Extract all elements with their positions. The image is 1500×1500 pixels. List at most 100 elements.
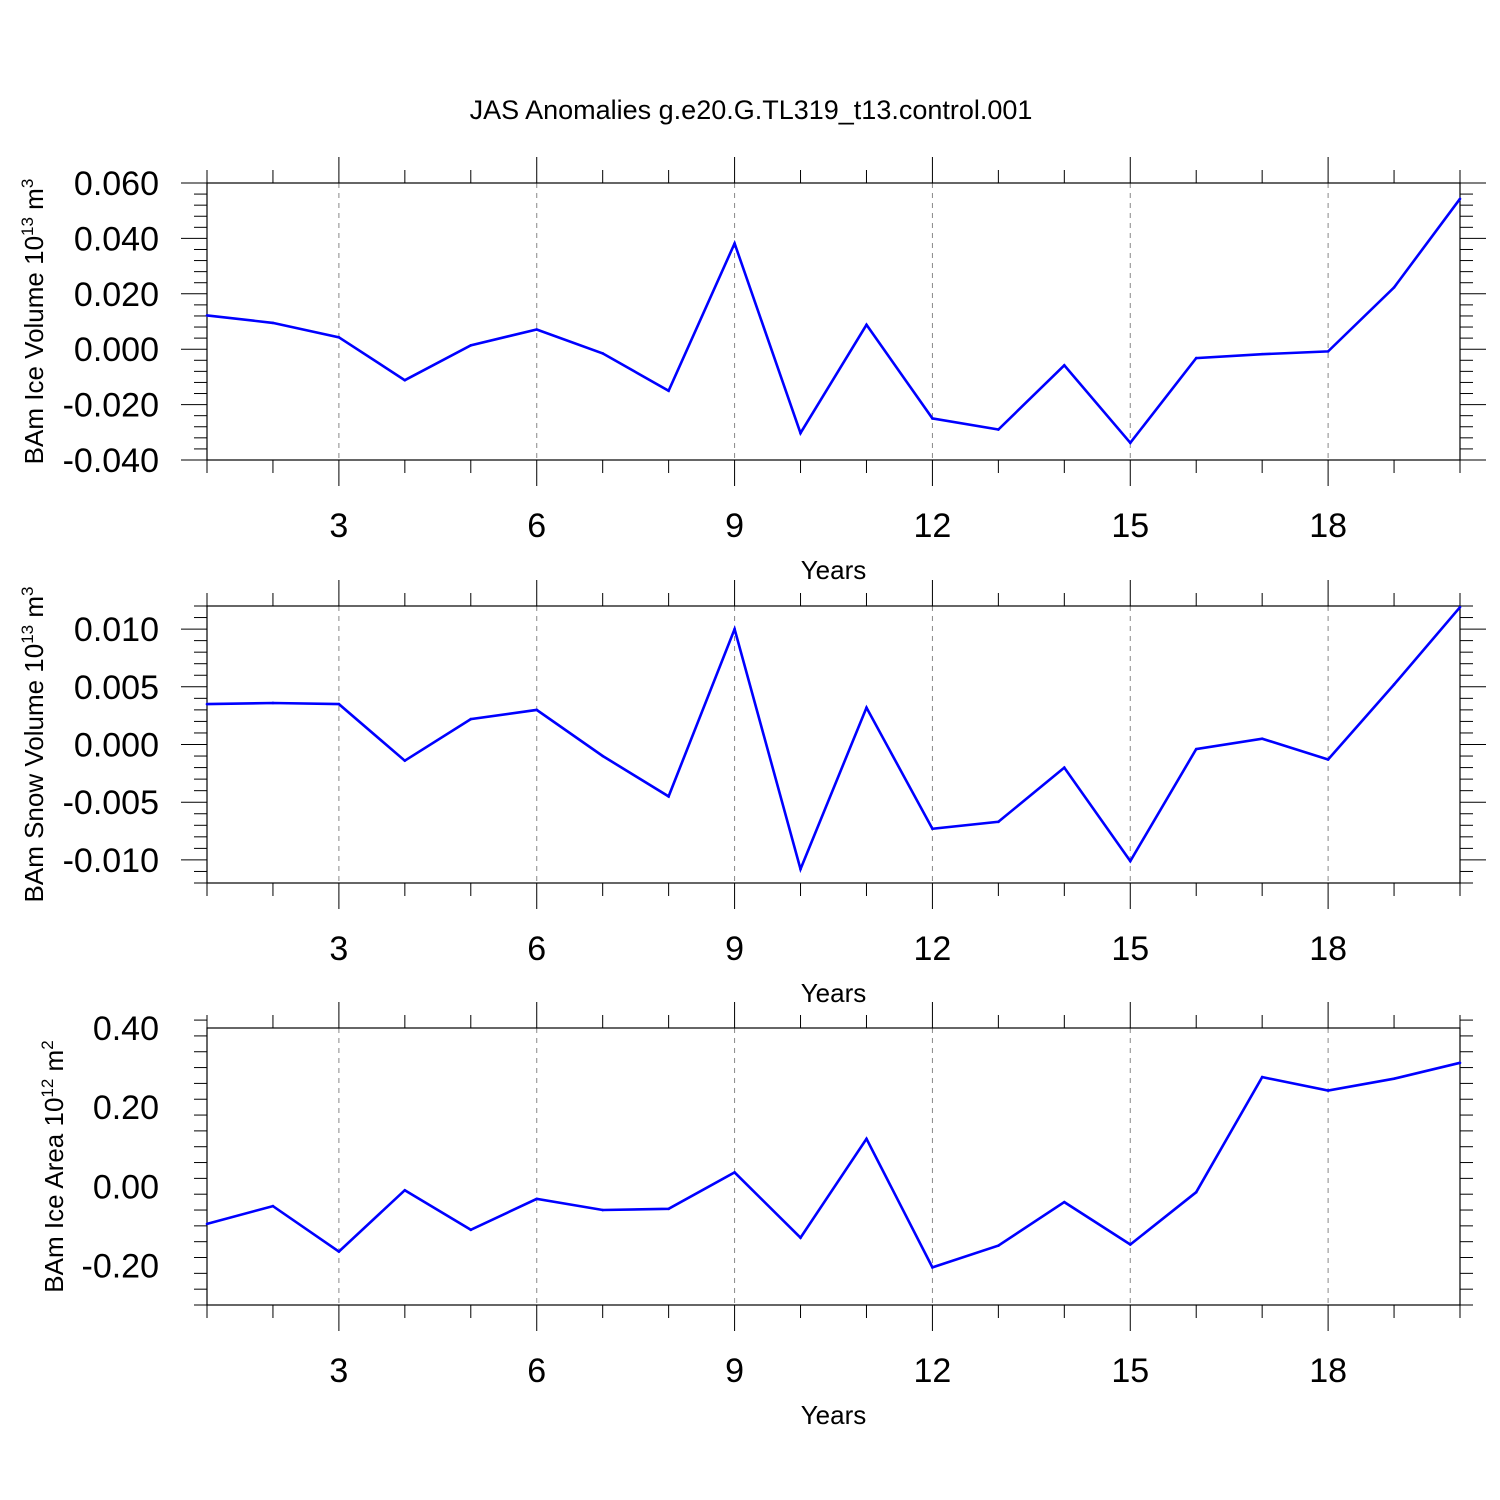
data-point (1458, 197, 1462, 201)
panel-3: 3 6 9 12 15 18 -0.20 0.00 0.20 0.40 Years BAm Ice A… (38, 1002, 1473, 1430)
y-tick-label: -0.020 (63, 387, 159, 425)
data-point (1063, 766, 1066, 769)
y-axis-label: BAm Ice Area 1012 m2 (38, 1040, 69, 1292)
y-axis-label: BAm Ice Volume 1013 m3 (18, 179, 49, 465)
series-line (206, 198, 1462, 445)
x-tick-label: 15 (1111, 930, 1149, 968)
data-point (535, 708, 539, 712)
x-tick-label: 12 (914, 930, 952, 968)
data-point (733, 1171, 736, 1174)
data-point (403, 1188, 407, 1192)
y-tick-label: 0.010 (74, 611, 159, 649)
x-tick-label: 15 (1111, 1352, 1149, 1390)
y-axis-label-exponent: 13 (18, 217, 37, 236)
data-point (337, 335, 341, 339)
x-tick-label: 3 (329, 507, 348, 545)
x-tick-label: 6 (527, 930, 546, 968)
data-point (1458, 605, 1462, 609)
plot-frame (206, 1027, 1461, 1306)
panel-2: 3 6 9 12 15 18 -0.010 -0.005 0.000 0.005 0.010 Year… (18, 580, 1486, 1008)
y-tick-label: -0.005 (63, 784, 159, 822)
data-point (1260, 352, 1264, 356)
x-tick-label: 9 (725, 930, 744, 968)
data-point (1326, 1089, 1330, 1092)
data-point (931, 827, 934, 831)
data-point (931, 417, 934, 420)
data-point (601, 754, 604, 758)
data-point (1063, 1200, 1066, 1204)
data-point (337, 702, 341, 706)
x-tick-label: 3 (329, 1352, 348, 1390)
data-point (535, 1197, 539, 1201)
y-axis-label-main: BAm Ice Volume 10 (19, 236, 49, 464)
y-axis-label-exponent: 13 (18, 625, 37, 644)
data-point (931, 1266, 934, 1269)
data-point (733, 627, 736, 631)
data-point (1326, 350, 1330, 353)
data-point (271, 1204, 275, 1208)
plot-frame (206, 605, 1461, 884)
data-point (1260, 1075, 1264, 1079)
data-point (469, 1228, 473, 1232)
data-point (667, 389, 670, 393)
chart-title: JAS Anomalies g.e20.G.TL319_t13.control.… (470, 95, 1033, 125)
data-point (1128, 441, 1132, 445)
x-tick-label: 18 (1309, 1352, 1347, 1390)
panel-1: 3 6 9 12 15 18 -0.040 -0.020 0.000 0.020 0.040 0.06… (18, 157, 1486, 585)
data-point (205, 314, 209, 317)
data-point (1392, 286, 1396, 289)
data-point (799, 1236, 802, 1240)
data-point (1260, 737, 1264, 741)
y-tick-label: -0.010 (63, 842, 159, 880)
x-axis-label: Years (801, 978, 867, 1008)
data-point (601, 352, 604, 355)
data-point (469, 344, 473, 347)
y-axis-label: BAm Snow Volume 1013 m3 (18, 587, 49, 903)
y-tick-label: 0.020 (74, 276, 159, 314)
y-tick-label: 0.20 (93, 1089, 159, 1127)
y-axis-label-main: BAm Ice Area 10 (39, 1098, 69, 1293)
data-point (997, 428, 1000, 431)
series-line (206, 1061, 1461, 1269)
data-point (667, 795, 670, 798)
data-point (733, 242, 736, 245)
data-point (469, 717, 473, 721)
y-tick-label: -0.040 (63, 442, 159, 480)
data-point (337, 1250, 341, 1253)
data-point (1194, 1190, 1198, 1194)
x-tick-label: 6 (527, 507, 546, 545)
data-point (1194, 356, 1198, 360)
data-point (1128, 1243, 1132, 1246)
x-tick-label: 9 (725, 507, 744, 545)
data-point (403, 378, 407, 382)
y-axis-label-unit-exponent: 3 (18, 179, 37, 188)
data-point (1128, 859, 1132, 863)
data-point (271, 321, 275, 325)
data-point (799, 431, 802, 435)
y-axis-label-unit: m (39, 1050, 69, 1079)
x-tick-label: 15 (1111, 507, 1149, 545)
y-tick-label: 0.000 (74, 331, 159, 369)
data-point (1392, 1077, 1396, 1080)
data-point (205, 702, 209, 706)
x-axis-label: Years (801, 555, 867, 585)
data-point (1194, 747, 1198, 751)
x-tick-label: 12 (914, 507, 952, 545)
y-tick-label: -0.20 (82, 1247, 160, 1285)
x-tick-label: 12 (914, 1352, 952, 1390)
x-axis-label: Years (801, 1400, 867, 1430)
data-point (535, 328, 539, 331)
y-axis-label-unit-exponent: 3 (18, 587, 37, 596)
y-tick-label: 0.005 (74, 669, 159, 707)
data-point (205, 1222, 209, 1226)
data-point (997, 820, 1000, 824)
data-point (1392, 683, 1396, 686)
y-tick-label: 0.40 (93, 1010, 159, 1048)
y-tick-label: 0.060 (74, 165, 159, 203)
data-point (997, 1244, 1000, 1247)
y-tick-label: 0.00 (93, 1168, 159, 1206)
data-point (1326, 758, 1330, 761)
data-point (271, 701, 275, 705)
panels: 3 6 9 12 15 18 -0.040 -0.020 0.000 0.020 0.040 0.06… (18, 157, 1486, 1430)
y-axis-label-unit-exponent: 2 (38, 1040, 57, 1049)
